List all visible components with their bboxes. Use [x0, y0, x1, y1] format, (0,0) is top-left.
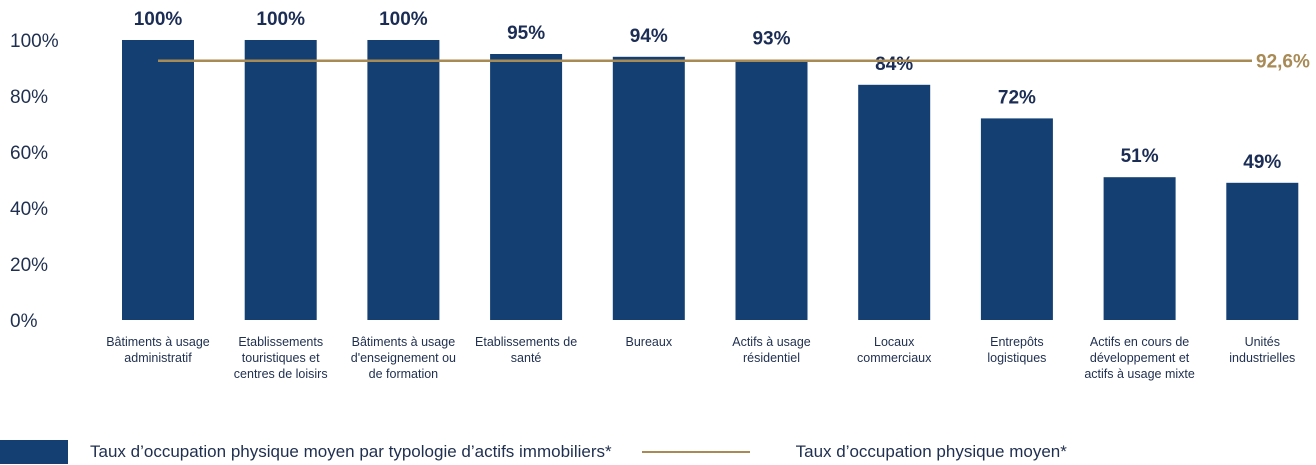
bar — [735, 59, 808, 320]
x-tick-label: Unités industrielles — [1229, 335, 1295, 365]
bar — [367, 40, 440, 320]
legend-line-label: Taux d’occupation physique moyen* — [795, 442, 1067, 461]
x-tick-label: Bâtiments à usage d'enseignement ou de for… — [351, 335, 456, 381]
y-tick-label: 0% — [10, 311, 38, 332]
data-label: 100% — [379, 9, 428, 30]
bar — [490, 54, 563, 320]
bar — [122, 40, 194, 320]
x-tick-label: Actifs à usage résidentiel — [732, 335, 811, 365]
y-tick-label: 20% — [10, 255, 48, 276]
data-label: 51% — [1121, 146, 1159, 167]
x-tick-label: Bâtiments à usage administratif — [106, 335, 210, 365]
x-tick-label: Locaux commerciaux — [857, 335, 932, 365]
bar — [612, 56, 685, 321]
legend-line-swatch — [641, 451, 750, 453]
x-tick-label: Bureaux — [626, 335, 673, 349]
x-tick-label: Entrepôts logistiques — [987, 335, 1046, 365]
bar — [1226, 182, 1299, 320]
data-label: 49% — [1243, 152, 1281, 173]
data-label: 84% — [875, 54, 913, 75]
bar — [1103, 177, 1176, 320]
legend-bars-label: Taux d’occupation physique moyen par typ… — [90, 442, 612, 461]
y-tick-label: 100% — [10, 31, 59, 52]
x-tick-label: Actifs en cours de développement et actifs… — [1084, 335, 1195, 381]
x-tick-label: Etablissements de santé — [475, 335, 577, 365]
x-tick-label: Etablissements touristiques et centres de … — [234, 335, 328, 381]
data-label: 100% — [256, 9, 305, 30]
data-label: 72% — [998, 87, 1036, 108]
data-label: 95% — [507, 23, 545, 44]
legend-bar-swatch — [0, 440, 68, 464]
data-label: 94% — [630, 26, 668, 47]
data-label: 93% — [752, 29, 790, 50]
legend: Taux d’occupation physique moyen par typ… — [0, 440, 1067, 464]
bar — [980, 118, 1053, 321]
y-tick-label: 80% — [10, 87, 48, 108]
bar — [858, 84, 931, 320]
y-tick-label: 40% — [10, 199, 48, 220]
y-tick-label: 60% — [10, 143, 48, 164]
average-label: 92,6% — [1256, 52, 1310, 73]
data-label: 100% — [134, 9, 183, 30]
bar — [244, 40, 317, 320]
